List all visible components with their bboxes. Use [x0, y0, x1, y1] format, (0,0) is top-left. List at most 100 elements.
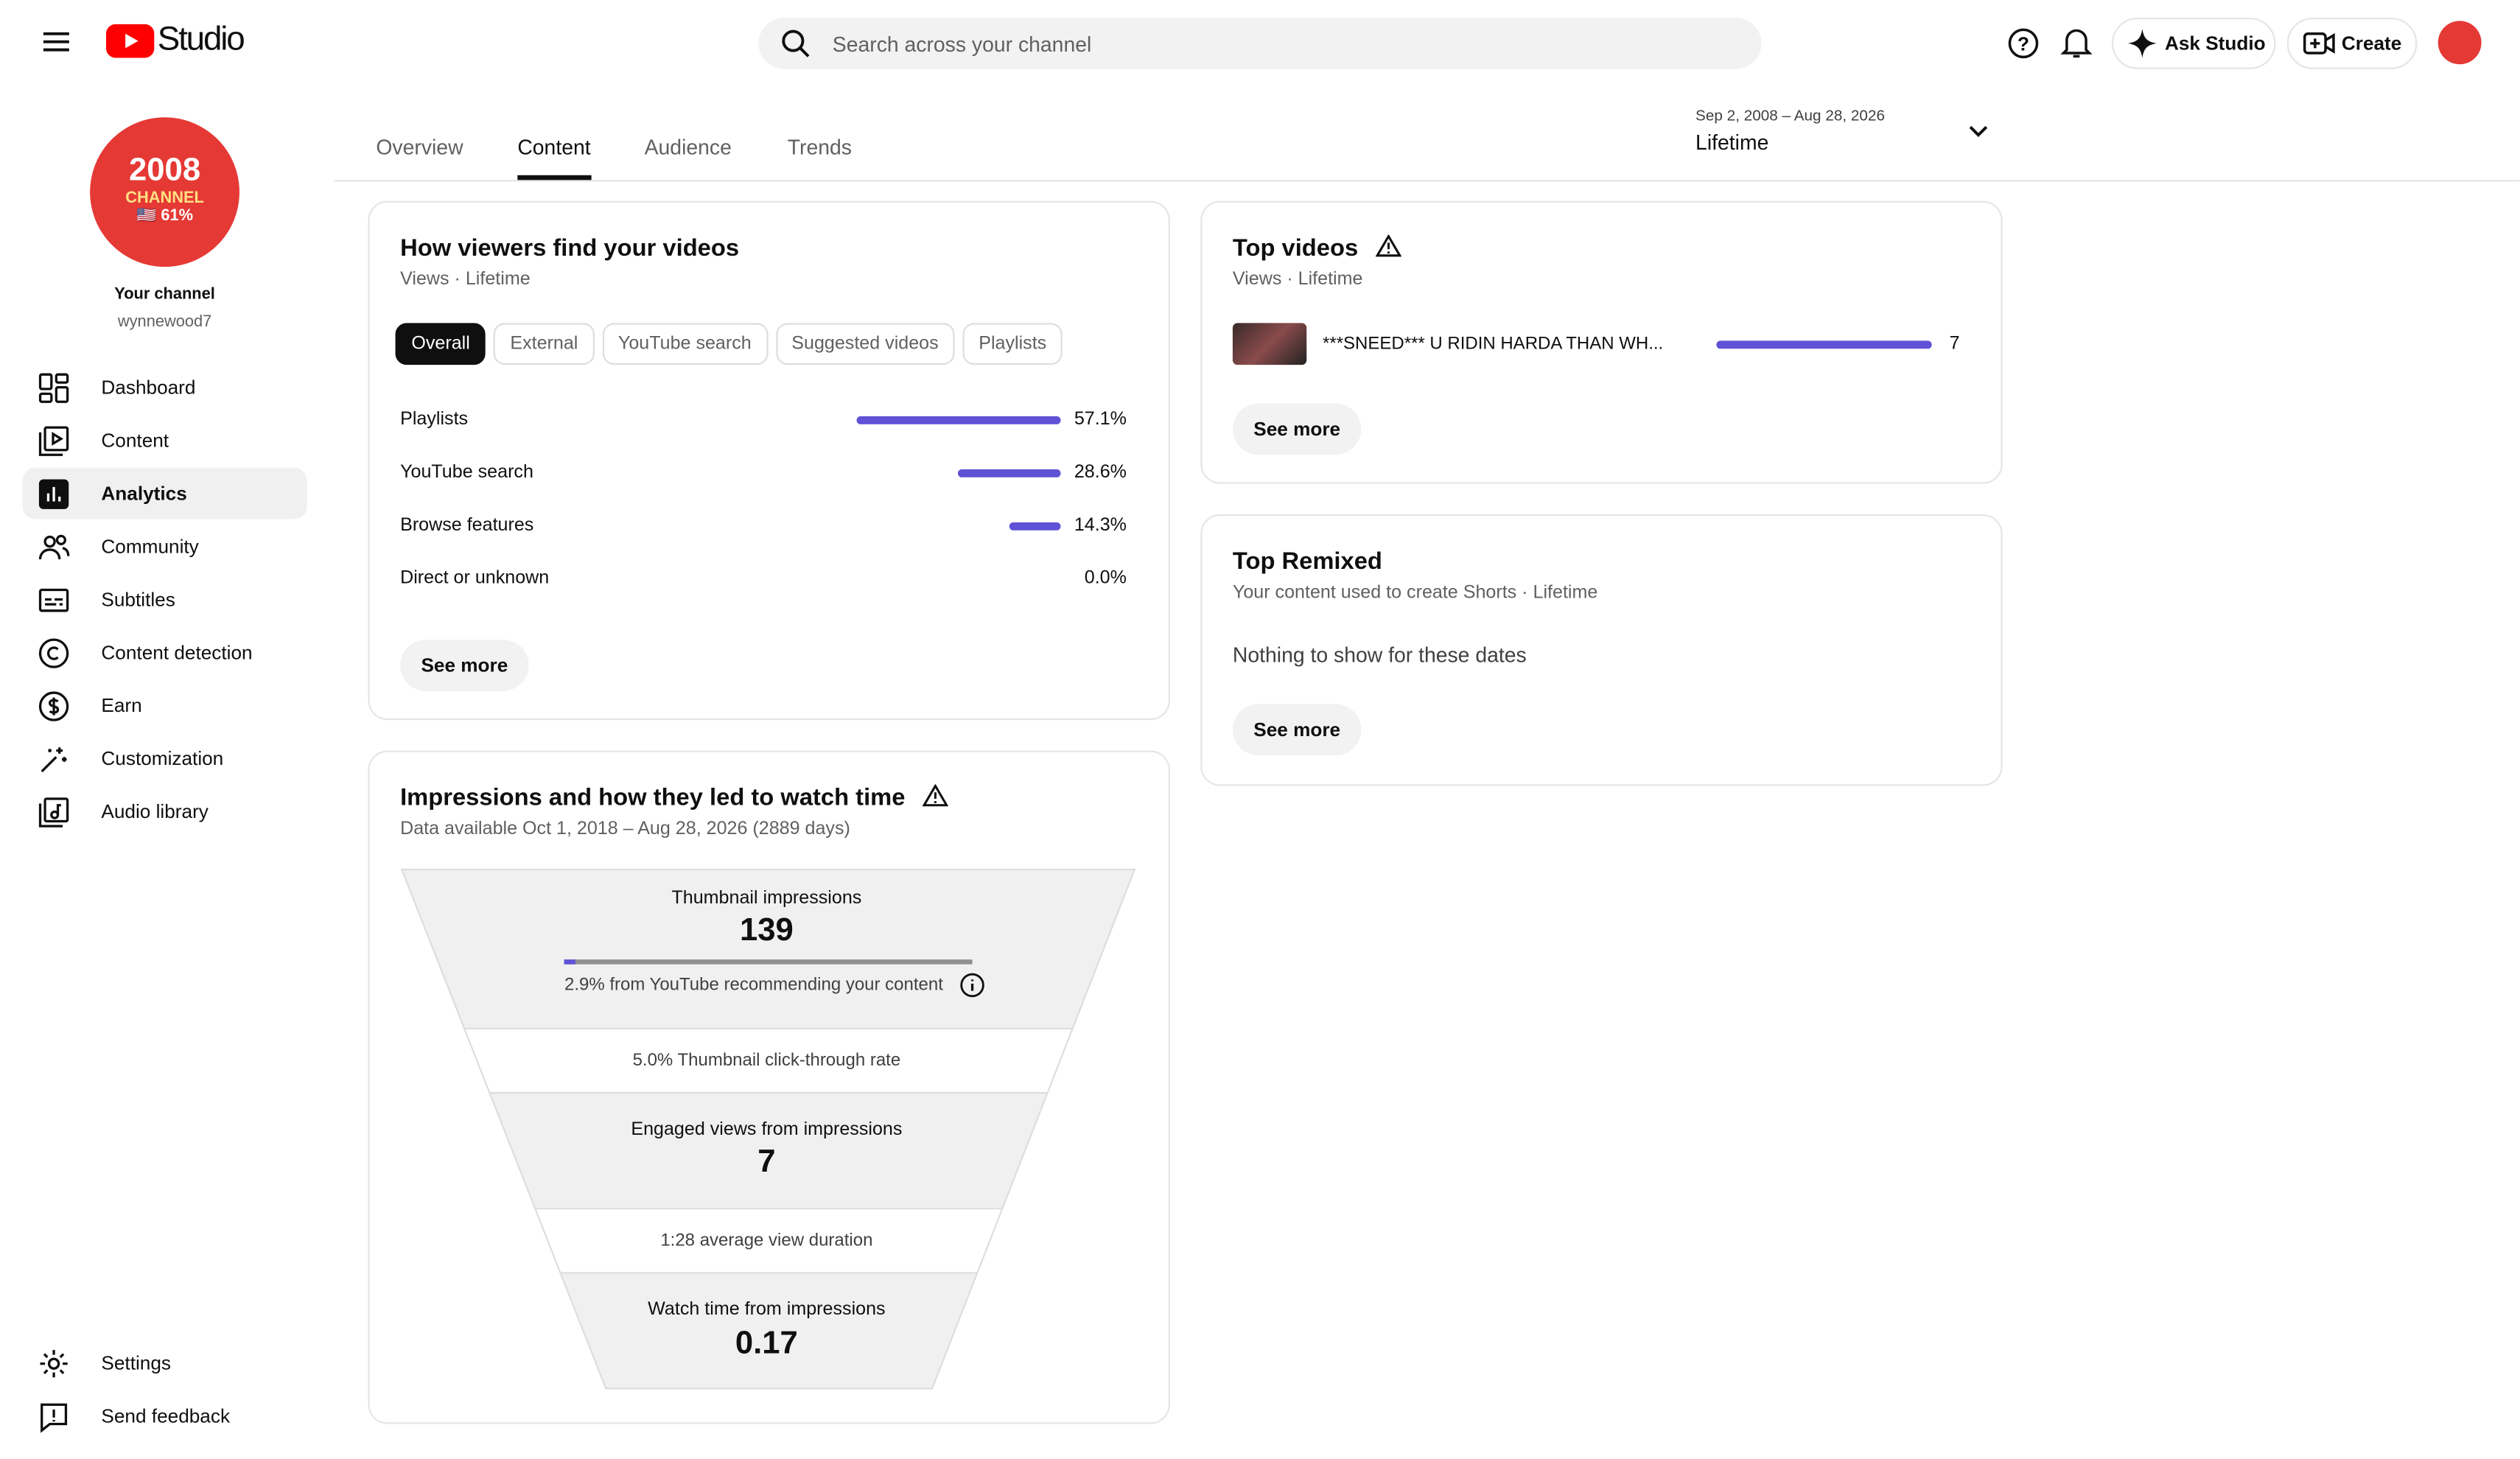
shape — [41, 1403, 68, 1433]
shape — [62, 547, 70, 556]
see-more-button[interactable]: See more — [1232, 403, 1362, 455]
shape — [960, 973, 984, 998]
avatar-line: 2008 — [129, 153, 201, 189]
shape — [2127, 29, 2157, 58]
nav-label: Content detection — [101, 641, 253, 664]
sparkle-icon — [2127, 29, 2157, 58]
logo-icon[interactable] — [105, 24, 155, 58]
search-box[interactable]: Search across your channel — [758, 17, 1762, 69]
tab[interactable]: Overview — [376, 135, 463, 159]
shape — [38, 373, 69, 403]
nav-item[interactable]: Earn — [23, 680, 307, 732]
filter-chip[interactable]: Overall — [395, 323, 486, 365]
card-subtitle: Views · Lifetime — [400, 270, 531, 290]
see-more-button[interactable]: See more — [400, 640, 529, 691]
card-title: Impressions and how they led to watch ti… — [400, 783, 950, 811]
nav-item[interactable]: Audio library — [23, 786, 307, 838]
nav-icon — [38, 426, 69, 456]
recommend-label: 2.9% from YouTube recommending your cont… — [564, 975, 943, 996]
nav-item[interactable]: Send feedback — [23, 1390, 307, 1442]
tab[interactable]: Trends — [787, 135, 852, 159]
tab-divider — [334, 180, 2520, 182]
shape — [2060, 29, 2093, 58]
shape — [1969, 125, 1988, 137]
shape — [38, 373, 53, 391]
nav-item[interactable]: Subtitles — [23, 574, 307, 626]
shape — [38, 479, 69, 509]
shape — [48, 697, 60, 715]
info-icon[interactable] — [959, 973, 985, 998]
card-title: How viewers find your videos — [400, 234, 740, 262]
shape — [38, 803, 63, 828]
channel-label: Your channel — [114, 286, 215, 304]
nav-icon — [38, 691, 69, 721]
funnel-dividers — [402, 1027, 1135, 1274]
nav-item[interactable]: Content detection — [23, 627, 307, 679]
notifications-icon[interactable] — [2060, 26, 2093, 61]
nav-item[interactable]: Dashboard — [23, 362, 307, 413]
filter-chip[interactable]: YouTube search — [602, 323, 768, 365]
nav-label: Earn — [101, 694, 142, 717]
channel-avatar: 2008 CHANNEL 🇺🇸 61% — [90, 117, 239, 267]
nav-label: Subtitles — [101, 588, 175, 611]
filter-chip[interactable]: Suggested videos — [775, 323, 955, 365]
shape — [43, 426, 69, 452]
shape — [55, 386, 69, 403]
title-text: Top videos — [1232, 234, 1359, 262]
nav-label: Community — [101, 535, 199, 558]
shape — [2303, 32, 2327, 55]
avatar-line: CHANNEL — [125, 189, 204, 208]
ask-studio-button[interactable]: Ask Studio — [2111, 17, 2276, 69]
nav-label: Customization — [101, 747, 224, 770]
dropdown-icon[interactable] — [1967, 124, 1990, 140]
tab[interactable]: Audience — [644, 135, 732, 159]
nav-icon — [38, 479, 69, 509]
shape — [40, 1350, 68, 1378]
tab[interactable]: Content — [517, 135, 591, 159]
source-name: Browse features — [400, 516, 534, 536]
warning-icon[interactable] — [923, 783, 950, 807]
filter-chip[interactable]: Playlists — [962, 323, 1063, 365]
nav-item[interactable]: Content — [23, 415, 307, 466]
shape — [46, 486, 61, 502]
help-icon[interactable]: ? — [2007, 27, 2040, 60]
funnel-band — [402, 869, 1135, 1029]
source-value: 28.6% — [1074, 463, 1127, 483]
shape — [55, 534, 66, 545]
account-avatar[interactable] — [2437, 21, 2482, 65]
shape — [923, 783, 950, 807]
shape — [38, 588, 69, 612]
funnel-label: Thumbnail impressions — [671, 889, 862, 909]
funnel-label: 1:28 average view duration — [660, 1231, 873, 1250]
video-title[interactable]: ***SNEED*** U RIDIN HARDA THAN WH... — [1323, 334, 1664, 354]
create-button[interactable]: Create — [2286, 17, 2418, 69]
shape — [38, 392, 53, 403]
nav-label: Send feedback — [101, 1404, 231, 1427]
recommend-track — [564, 959, 973, 965]
nav-item[interactable]: Settings — [23, 1337, 307, 1389]
shape — [38, 426, 69, 456]
filter-chip[interactable]: External — [494, 323, 595, 365]
funnel — [400, 868, 1136, 1390]
shape — [56, 804, 61, 815]
source-name: Playlists — [400, 410, 469, 430]
nav-icon — [38, 534, 70, 560]
see-more-button[interactable]: See more — [1232, 704, 1362, 756]
nav-item[interactable]: Community — [23, 521, 307, 573]
nav-icon — [40, 1350, 68, 1378]
nav-icon — [41, 1403, 68, 1433]
source-name: Direct or unknown — [400, 569, 550, 589]
warning-icon[interactable] — [1376, 234, 1402, 257]
card-subtitle: Data available Oct 1, 2018 – Aug 28, 202… — [400, 819, 850, 839]
source-value: 14.3% — [1074, 516, 1127, 536]
shape — [38, 548, 61, 560]
date-range[interactable]: Sep 2, 2008 – Aug 28, 2026 — [1695, 108, 1886, 126]
nav-item[interactable]: Customization — [23, 733, 307, 785]
nav-item[interactable]: Analytics — [22, 467, 307, 519]
logo-text[interactable]: Studio — [157, 21, 245, 58]
date-period[interactable]: Lifetime — [1695, 130, 1769, 155]
nav-label: Settings — [101, 1351, 171, 1374]
card-title: Top videos — [1233, 234, 1402, 262]
menu-icon[interactable] — [42, 29, 71, 55]
create-icon — [2303, 32, 2335, 55]
